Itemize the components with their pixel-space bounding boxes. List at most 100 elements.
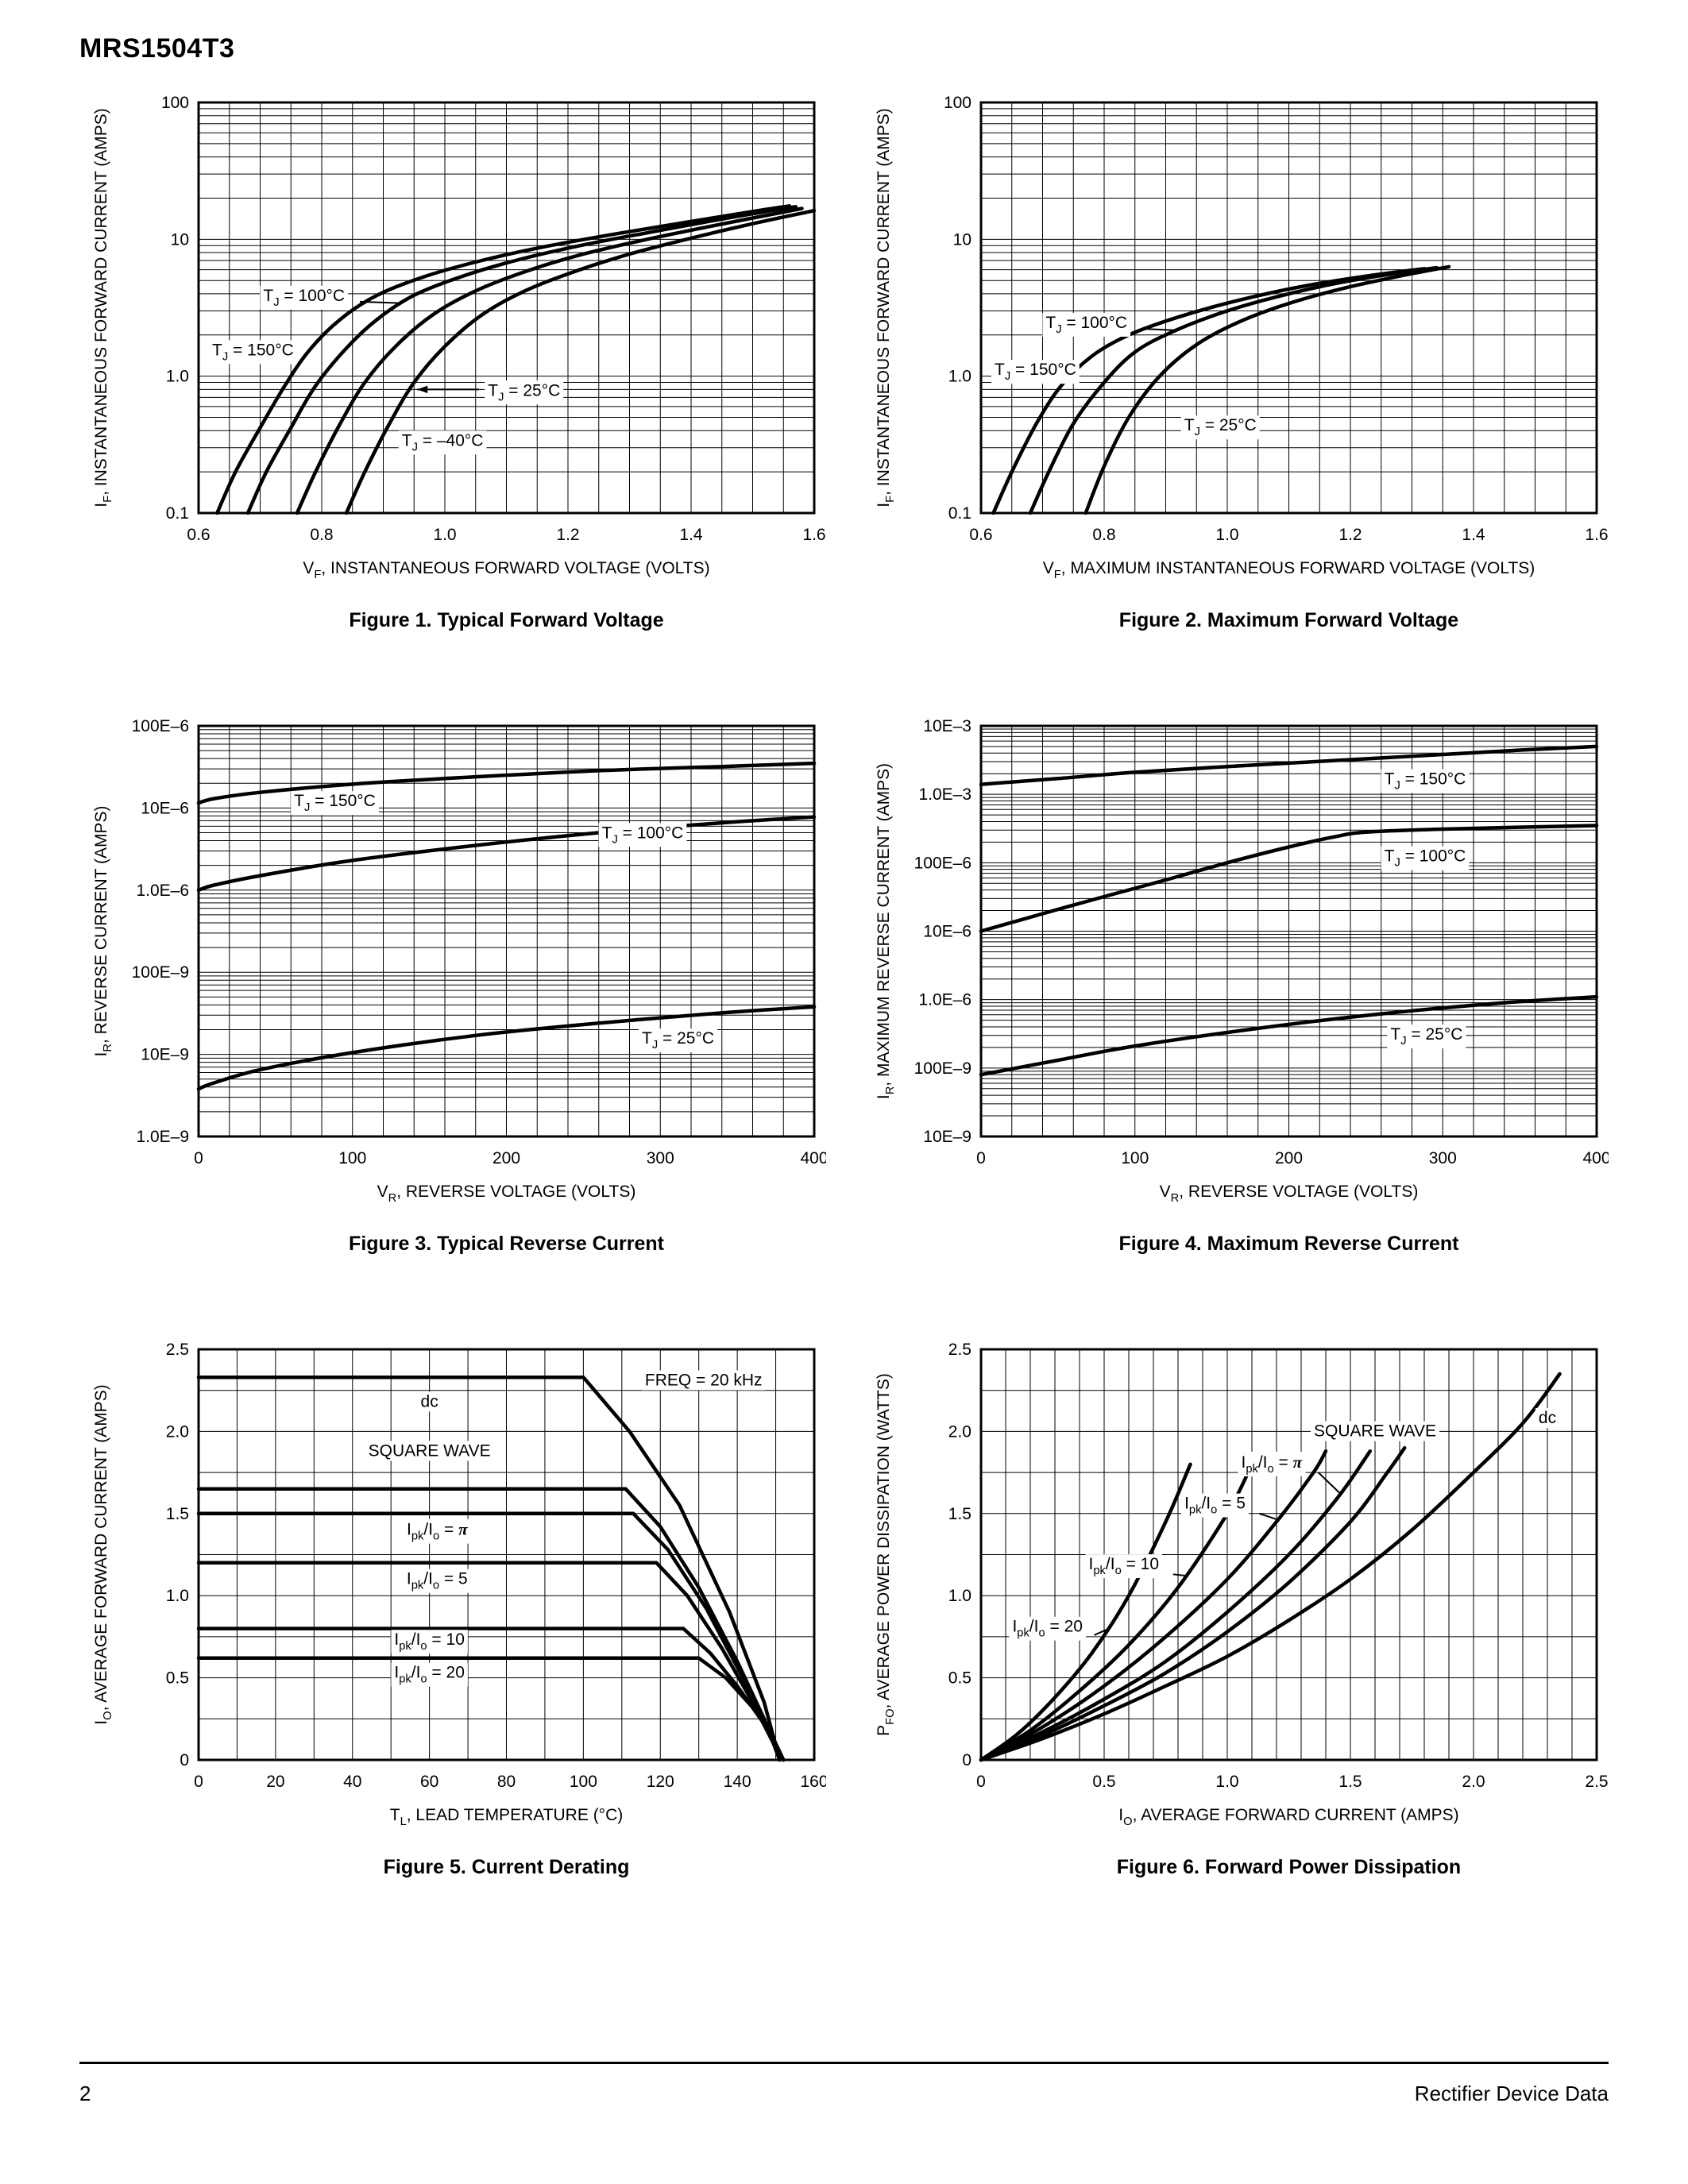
label-halo <box>291 791 379 816</box>
x-tick-label: 1.4 <box>1462 526 1485 544</box>
series-ipk-io-10 <box>196 1626 786 1762</box>
arrowhead <box>417 385 428 394</box>
y-tick-label: 10E–9 <box>923 1128 971 1146</box>
x-axis-label: TL, LEAD TEMPERATURE (°C) <box>390 1806 624 1828</box>
figure-2-svg: 0.6 0.8 1.0 1.2 1.4 1.6 0.1 1.0 10 100 VF, MAXIMUM… <box>875 94 1609 581</box>
y-tick-label: 10E–9 <box>141 1046 189 1064</box>
x-tick-label: 0.6 <box>969 526 992 544</box>
y-tick-label: 100 <box>161 94 189 112</box>
x-tick-label: 0.6 <box>187 526 210 544</box>
figure-4-svg: 0 100 200 300 400 10E–9 100E–9 1.0E–6 10E–6 100E–… <box>875 717 1611 1205</box>
y-tick-label: 1.0 <box>166 368 189 386</box>
gridlines <box>981 1349 1597 1760</box>
figure-4-chart: 0 100 200 300 400 10E–9 100E–9 1.0E–6 10E–6 100E–… <box>862 712 1611 1220</box>
label-halo <box>1238 1451 1306 1476</box>
x-tick-label: 20 <box>266 1773 284 1791</box>
figure-3: 0 100 200 300 400 1.0E–9 10E–9 100E–9 1.0E–6 10E–… <box>79 712 829 1256</box>
annotation-leader <box>1172 1573 1188 1577</box>
series-dc <box>979 1372 1562 1762</box>
y-tick-label: 10E–6 <box>141 799 189 817</box>
y-tick-label: 0.5 <box>948 1669 971 1688</box>
series-dc <box>196 1375 782 1762</box>
x-tick-label: 300 <box>647 1149 674 1167</box>
y-tick-label: 0 <box>180 1751 189 1769</box>
curve-label: TJ = 150°C <box>294 792 376 814</box>
series-tj-m40c <box>344 208 817 515</box>
x-tick-label: 1.0 <box>1215 526 1238 544</box>
curve-label: Ipk/Io = 20 <box>1012 1618 1083 1640</box>
x-tick-label: 0 <box>194 1773 203 1791</box>
x-tick-label: 1.2 <box>1338 526 1362 544</box>
x-tick-label: 1.6 <box>802 526 825 544</box>
figure-3-caption: Figure 3. Typical Reverse Current <box>349 1233 664 1255</box>
annotation-leader <box>1094 1627 1110 1636</box>
figure-4: 0 100 200 300 400 10E–9 100E–9 1.0E–6 10E–6 100E–… <box>862 712 1611 1256</box>
x-tick-label: 0.8 <box>310 526 333 544</box>
figure-5-svg: 0 20 40 60 80 100 120 140 160 0 0.5 1.0 1.5 2.0 2.5 TL,… <box>92 1341 829 1828</box>
curve-label: TJ = 25°C <box>642 1029 714 1051</box>
y-tick-label: 2.0 <box>166 1422 189 1441</box>
x-tick-label: 100 <box>570 1773 597 1791</box>
x-tick-label: 0 <box>976 1773 986 1791</box>
x-tick-label: 300 <box>1429 1149 1457 1167</box>
gridlines <box>199 1349 814 1760</box>
charts-grid: 0.6 0.8 1.0 1.2 1.4 1.6 0.1 1.0 10 100 VF, INSTANT… <box>79 88 1611 1879</box>
x-tick-label: 1.0 <box>1215 1773 1238 1791</box>
label-halo <box>639 1028 718 1053</box>
series-tj-25c <box>979 994 1599 1077</box>
y-tick-label: 1.5 <box>166 1505 189 1523</box>
figure-6-chart: 0 0.5 1.0 1.5 2.0 2.5 0 0.5 1.0 1.5 2.0 2.5 IO, AVER… <box>862 1335 1609 1843</box>
y-tick-label: 100E–6 <box>914 854 971 872</box>
label-halo <box>1381 769 1470 793</box>
curve-label: Ipk/Io = 5 <box>407 1570 468 1592</box>
curve-label: TJ = 25°C <box>1184 416 1257 438</box>
x-tick-label: 60 <box>420 1773 438 1791</box>
figure-5-caption: Figure 5. Current Derating <box>383 1856 630 1878</box>
curve-label: TJ = 150°C <box>995 361 1076 383</box>
label-halo <box>1535 1408 1560 1429</box>
x-tick-label: 200 <box>492 1149 520 1167</box>
curve-label: TJ = 100°C <box>1045 314 1127 336</box>
y-tick-label: 10E–3 <box>923 717 971 735</box>
x-axis-label: IO, AVERAGE FORWARD CURRENT (AMPS) <box>1118 1806 1458 1828</box>
x-tick-label: 0 <box>976 1149 986 1167</box>
curve-label: Ipk/Io = 20 <box>394 1664 465 1686</box>
figure-3-chart: 0 100 200 300 400 1.0E–9 10E–9 100E–9 1.0E–6 10E–… <box>79 712 829 1220</box>
label-halo <box>991 360 1080 384</box>
figure-3-svg: 0 100 200 300 400 1.0E–9 10E–9 100E–9 1.0E–6 10E–… <box>92 717 829 1205</box>
figure-1-chart: 0.6 0.8 1.0 1.2 1.4 1.6 0.1 1.0 10 100 VF, INSTANT… <box>79 88 826 596</box>
figure-1-caption: Figure 1. Typical Forward Voltage <box>349 609 664 631</box>
curve-label: TJ = 150°C <box>212 341 294 363</box>
y-tick-label: 10 <box>953 230 971 249</box>
curve-label: Ipk/Io = 5 <box>1184 1495 1246 1517</box>
figure-5-chart: 0 20 40 60 80 100 120 140 160 0 0.5 1.0 1.5 2.0 2.5 TL,… <box>79 1335 829 1843</box>
x-axis-label: VR, REVERSE VOLTAGE (VOLTS) <box>1160 1183 1419 1205</box>
y-tick-label: 100E–6 <box>132 717 189 735</box>
curve-label: dc <box>1539 1409 1556 1427</box>
curve-label: TJ = –40°C <box>402 431 484 453</box>
x-tick-label: 2.5 <box>1585 1773 1608 1791</box>
label-halo <box>417 1391 442 1412</box>
curve-label: Ipk/Io = π <box>1241 1453 1302 1476</box>
label-halo <box>1387 1024 1466 1049</box>
x-tick-label: 400 <box>800 1149 826 1167</box>
y-tick-label: 0.1 <box>166 504 189 523</box>
gridlines <box>981 102 1597 513</box>
series-ipk-io-20 <box>979 1462 1192 1762</box>
gridlines <box>199 726 814 1136</box>
figure-5: 0 20 40 60 80 100 120 140 160 0 0.5 1.0 1.5 2.0 2.5 TL,… <box>79 1335 829 1879</box>
y-axis-label: IF, INSTANTANEOUS FORWARD CURRENT (AMPS) <box>92 108 114 507</box>
plot-border <box>197 724 816 1138</box>
series-tj-25c <box>196 1005 817 1091</box>
curve-label: TJ = 150°C <box>1385 770 1466 793</box>
label-halo <box>404 1518 472 1544</box>
label-halo <box>1381 846 1470 870</box>
label-halo <box>391 1662 468 1687</box>
series-ipk-io-20 <box>196 1656 786 1762</box>
series-tj-150c <box>215 204 792 515</box>
y-tick-label: 1.0E–6 <box>136 882 189 900</box>
y-tick-label: 100E–9 <box>132 963 189 982</box>
curve-label: Ipk/Io = 10 <box>1089 1555 1160 1577</box>
label-halo <box>1042 312 1131 337</box>
